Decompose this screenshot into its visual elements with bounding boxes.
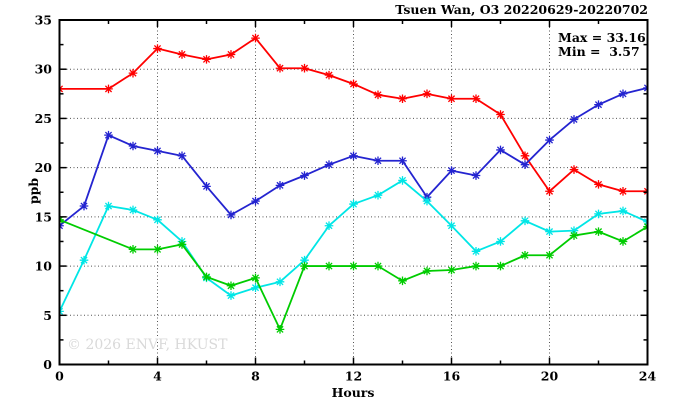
x-tick-label: 0	[55, 369, 64, 384]
y-tick-label: 15	[35, 209, 52, 224]
max-value-label: Max = 33.16	[558, 30, 646, 45]
series-cyan	[58, 176, 649, 316]
x-tick-label: 4	[153, 369, 162, 384]
y-tick-label: 10	[35, 259, 53, 274]
series-group	[58, 33, 649, 334]
y-tick-label: 5	[43, 308, 52, 323]
x-tick-label: 12	[345, 369, 362, 384]
tick-labels: 0 5 10 15 20 25 30 35 0 4 8 12 16 20 24	[35, 13, 657, 384]
series-red-line	[59, 37, 648, 193]
y-axis-title: ppb	[26, 177, 41, 205]
y-tick-label: 0	[43, 357, 52, 372]
y-tick-label: 35	[35, 13, 52, 28]
series-green-markers	[58, 215, 649, 334]
chart-title: Tsuen Wan, O3 20220629-20220702	[395, 2, 648, 17]
min-value-label: Min = 3.57	[558, 44, 640, 59]
x-tick-label: 8	[251, 369, 260, 384]
series-red	[58, 33, 649, 196]
x-tick-label: 16	[443, 369, 461, 384]
y-tick-label: 30	[35, 62, 53, 77]
x-tick-label: 24	[639, 369, 657, 384]
y-tick-label: 25	[35, 111, 52, 126]
series-green	[58, 215, 649, 334]
series-green-line	[59, 218, 648, 331]
x-axis-title: Hours	[331, 385, 375, 400]
gridlines	[59, 20, 648, 365]
plot-border	[58, 19, 649, 366]
x-tick-label: 20	[541, 369, 559, 384]
watermark: © 2026 ENVF, HKUST	[67, 337, 228, 353]
y-tick-label: 20	[35, 160, 53, 175]
maxmin-annotation: Max = 33.16 Min = 3.57	[558, 31, 646, 59]
